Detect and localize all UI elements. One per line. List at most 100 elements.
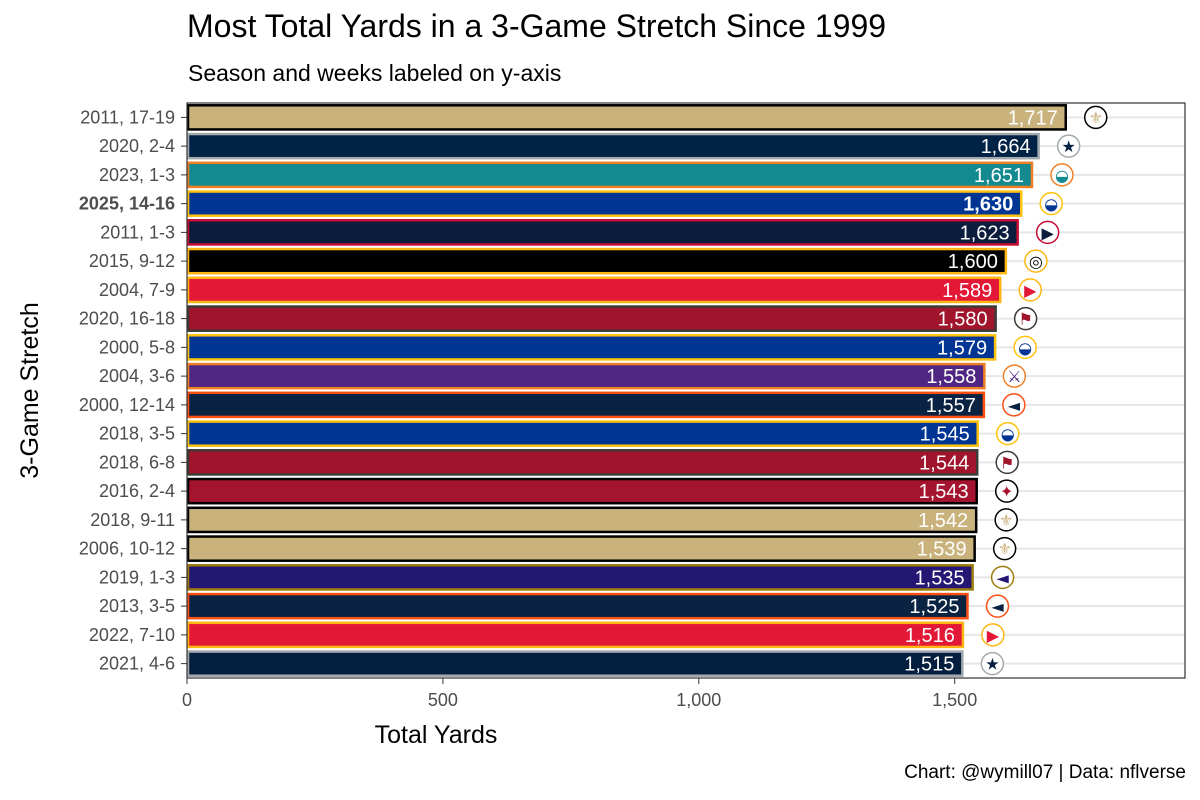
cowboys-logo-icon [980, 651, 1005, 676]
patriots-logo-icon: ▶ [1041, 223, 1054, 242]
broncos-logo-icon: ◄ [991, 597, 1004, 616]
bar-value-label: 1,600 [948, 251, 998, 273]
cowboys-logo-icon: ★ [985, 655, 999, 674]
y-tick-label: 2000, 12-14 [79, 395, 175, 415]
saints-logo-icon: ⚜ [999, 511, 1013, 530]
saints-logo-icon [994, 508, 1018, 532]
bar [186, 420, 979, 447]
x-axis-title: Total Yards [375, 721, 498, 749]
y-tick-label: 2011, 17-19 [80, 107, 175, 127]
bar [186, 190, 1023, 217]
y-tick-label: 2015, 9-12 [89, 251, 175, 271]
bar [186, 276, 1002, 304]
plot-panel [187, 103, 1185, 678]
vikings-logo-icon: ⚔ [1007, 367, 1021, 386]
bar [186, 391, 986, 419]
bar-value-label: 1,630 [963, 194, 1013, 216]
patriots-logo-icon [1035, 220, 1060, 245]
y-tick-label: 2011, 1-3 [100, 222, 175, 242]
chiefs-logo-icon: ▶ [1024, 281, 1037, 300]
bar [186, 621, 965, 649]
chart-caption: Chart: @wymill07 | Data: nflverse [904, 762, 1186, 783]
dolphins-logo-icon: ◒ [1055, 166, 1069, 185]
steelers-logo-icon: ◎ [1029, 252, 1043, 271]
broncos-logo-icon [985, 594, 1010, 618]
y-tick-label: 2019, 1-3 [99, 567, 175, 587]
y-tick-label: 2004, 7-9 [99, 280, 175, 300]
falcons-logo-icon: ✦ [1000, 482, 1013, 501]
bar [186, 506, 978, 534]
cowboys-logo-icon [1056, 134, 1081, 158]
x-tick-label: 500 [428, 690, 458, 710]
y-tick-label: 2025, 14-16 [79, 194, 175, 214]
bar-value-label: 1,545 [920, 424, 970, 446]
y-tick-label: 2013, 3-5 [99, 596, 175, 616]
x-tick-label: 1,500 [932, 690, 977, 710]
y-axis-title: 3-Game Stretch [16, 302, 44, 478]
vikings-logo-icon [1002, 364, 1027, 388]
y-tick-label: 2004, 3-6 [99, 366, 175, 386]
bar [186, 449, 979, 476]
bar [186, 132, 1040, 160]
y-tick-label: 2006, 10-12 [79, 539, 175, 559]
bar-value-label: 1,579 [937, 337, 987, 359]
buccaneers-logo-icon [995, 450, 1019, 475]
bar-value-label: 1,558 [926, 366, 976, 388]
bar-value-label: 1,544 [919, 452, 969, 474]
bar [186, 564, 974, 591]
bar-value-label: 1,589 [942, 280, 992, 302]
ravens-logo-icon [990, 565, 1015, 590]
bar-value-label: 1,516 [905, 625, 955, 647]
bar-value-label: 1,664 [981, 136, 1031, 158]
y-tick-label: 2018, 9-11 [90, 510, 175, 530]
rams-logo-icon [995, 421, 1020, 446]
bar [186, 161, 1034, 189]
falcons-logo-icon [994, 479, 1019, 503]
buccaneers-logo-icon: ⚑ [1018, 310, 1032, 329]
rams-logo-icon: ◒ [1018, 338, 1032, 357]
rams-logo-icon: ◒ [1044, 195, 1058, 214]
steelers-logo-icon [1024, 249, 1048, 273]
bar-value-label: 1,717 [1008, 107, 1058, 129]
bar-value-label: 1,539 [917, 539, 967, 561]
y-tick-label: 2023, 1-3 [99, 165, 175, 185]
y-tick-label: 2018, 6-8 [99, 452, 175, 472]
y-tick-label: 2000, 5-8 [99, 337, 175, 357]
y-tick-label: 2021, 4-6 [99, 654, 175, 674]
plot-border [186, 102, 1186, 679]
y-tick-label: 2020, 16-18 [79, 309, 175, 329]
bar-value-label: 1,580 [938, 309, 988, 331]
bar-value-label: 1,623 [960, 222, 1010, 244]
chart-subtitle: Season and weeks labeled on y-axis [188, 60, 562, 86]
bar [186, 247, 1008, 275]
y-tick-label: 2018, 3-5 [99, 424, 175, 444]
rams-logo-icon [1039, 191, 1063, 216]
buccaneers-logo-icon [1013, 306, 1038, 331]
bar [186, 104, 1068, 131]
bar-value-label: 1,542 [918, 510, 968, 532]
y-tick-label: 2016, 2-4 [99, 481, 175, 501]
bar-value-label: 1,557 [926, 395, 976, 417]
y-tick-label: 2020, 2-4 [99, 136, 175, 156]
saints-logo-icon: ⚜ [997, 540, 1011, 559]
broncos-logo-icon [1002, 393, 1026, 417]
y-tick-label: 2022, 7-10 [89, 625, 175, 645]
bar-value-label: 1,543 [919, 481, 969, 503]
bar [186, 362, 986, 390]
saints-logo-icon [1084, 105, 1108, 130]
ravens-logo-icon: ◄ [996, 568, 1009, 587]
chiefs-logo-icon [1018, 278, 1042, 302]
bar [186, 650, 964, 677]
saints-logo-icon [992, 536, 1017, 561]
bar [186, 219, 1019, 246]
chiefs-logo-icon [981, 623, 1005, 647]
buccaneers-logo-icon: ⚑ [1000, 453, 1014, 472]
bar [186, 592, 969, 620]
bar [186, 305, 997, 332]
chiefs-logo-icon: ▶ [987, 626, 1000, 645]
saints-logo-icon: ⚜ [1089, 108, 1103, 127]
bar-value-label: 1,515 [904, 654, 954, 676]
rams-logo-icon: ◒ [1001, 425, 1015, 444]
x-tick-label: 1,000 [676, 690, 721, 710]
